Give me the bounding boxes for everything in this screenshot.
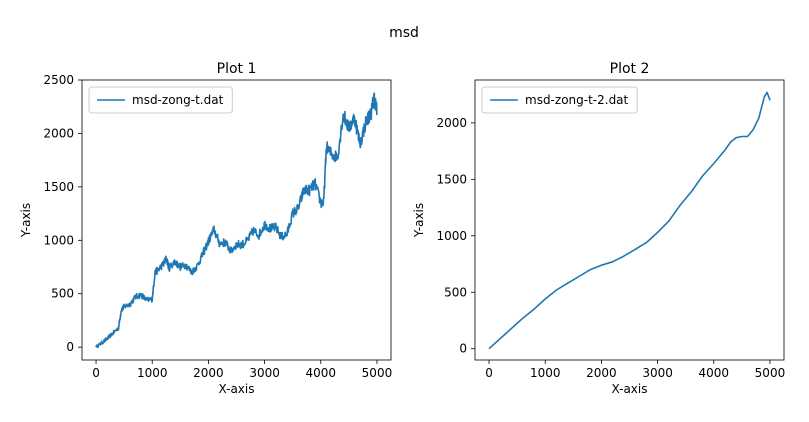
y-tick-label: 0 <box>66 340 74 354</box>
y-axis-label: Y-axis <box>19 203 33 238</box>
y-tick-label: 2000 <box>436 116 467 130</box>
legend: msd-zong-t-2.dat <box>481 86 638 114</box>
series-line <box>95 92 378 349</box>
figure-suptitle: msd <box>389 25 419 41</box>
x-tick-label: 1000 <box>530 366 561 380</box>
legend-label: msd-zong-t-2.dat <box>525 93 629 107</box>
y-tick-label: 0 <box>459 342 467 356</box>
legend-box <box>481 86 638 114</box>
plot-title: Plot 1 <box>217 61 257 77</box>
legend: msd-zong-t.dat <box>88 86 233 114</box>
axes-frame <box>81 79 392 361</box>
y-tick-label: 1500 <box>43 180 74 194</box>
plot-title: Plot 2 <box>610 61 650 77</box>
x-tick-label: 3000 <box>642 366 673 380</box>
y-tick-label: 1500 <box>436 172 467 186</box>
series-line <box>488 91 771 350</box>
plot-1: Plot 1 0 1000 2000 3000 4000 5000 0 500 1000 1500 2… <box>19 61 392 396</box>
x-tick-label: 2000 <box>193 366 224 380</box>
x-tick-label: 5000 <box>362 366 393 380</box>
y-tick-label: 2000 <box>43 126 74 140</box>
x-tick-label: 1000 <box>137 366 168 380</box>
x-tick-label: 0 <box>92 366 100 380</box>
x-tick-label: 5000 <box>755 366 786 380</box>
y-tick-label: 1000 <box>43 233 74 247</box>
y-tick-label: 500 <box>444 285 467 299</box>
y-tick-label: 2500 <box>43 73 74 87</box>
plot-2: Plot 2 0 1000 2000 3000 4000 5000 0 500 1000 1500 2… <box>412 61 785 396</box>
x-tick-label: 4000 <box>698 366 729 380</box>
x-axis-label: X-axis <box>219 382 255 396</box>
y-tick-label: 1000 <box>436 229 467 243</box>
y-tick-label: 500 <box>51 287 74 301</box>
legend-box <box>88 86 233 114</box>
x-tick-label: 4000 <box>305 366 336 380</box>
legend-label: msd-zong-t.dat <box>132 93 224 107</box>
x-axis-label: X-axis <box>612 382 648 396</box>
x-tick-label: 0 <box>485 366 493 380</box>
x-tick-label: 2000 <box>586 366 617 380</box>
x-tick-label: 3000 <box>249 366 280 380</box>
axes-frame <box>474 79 785 361</box>
y-axis-label: Y-axis <box>412 203 426 238</box>
